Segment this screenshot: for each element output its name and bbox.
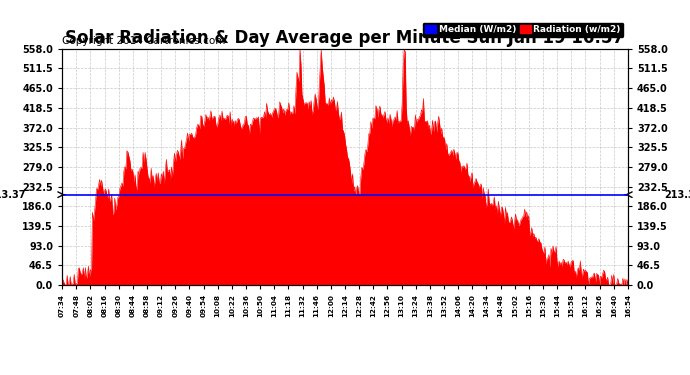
Legend: Median (W/m2), Radiation (w/m2): Median (W/m2), Radiation (w/m2) [422, 22, 623, 37]
Text: 213.37: 213.37 [0, 190, 26, 200]
Title: Solar Radiation & Day Average per Minute Sun Jan 19 16:57: Solar Radiation & Day Average per Minute… [66, 29, 624, 47]
Text: Copyright 2014 Cartronics.com: Copyright 2014 Cartronics.com [62, 36, 226, 46]
Text: 213.37: 213.37 [664, 190, 690, 200]
